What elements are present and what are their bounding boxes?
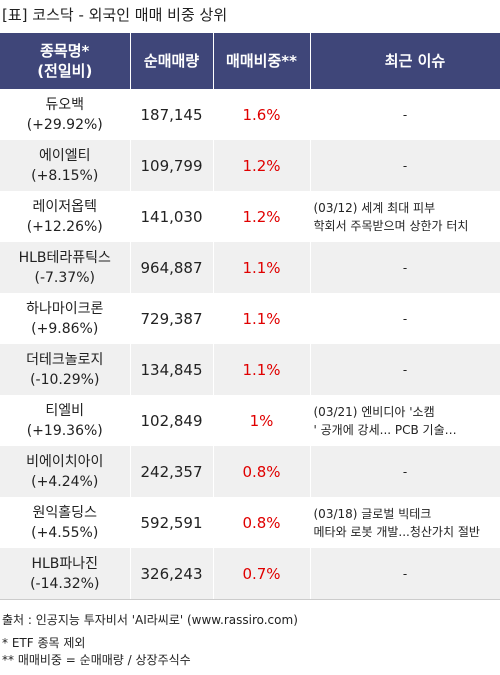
issue-line1: -: [402, 362, 408, 377]
header-ratio: 매매비중**: [213, 33, 311, 89]
issue-line1: -: [402, 260, 408, 275]
issue-line1: -: [402, 566, 408, 581]
net-volume-cell: 109,799: [130, 140, 214, 191]
stock-change: (+9.86%): [31, 320, 99, 337]
table-row: 에이엘티 (+8.15%) 109,799 1.2% -: [0, 140, 500, 191]
ratio-cell: 1.1%: [213, 344, 311, 395]
page-title: [표] 코스닥 - 외국인 매매 비중 상위: [2, 6, 228, 24]
issue-cell: -: [310, 242, 500, 293]
issue-line1: -: [402, 311, 408, 326]
net-volume-cell: 187,145: [130, 89, 214, 140]
stock-name-cell: 에이엘티 (+8.15%): [0, 140, 131, 191]
header-stock-name-line1: 종목명*: [40, 42, 90, 60]
stock-change: (+4.55%): [31, 524, 99, 541]
net-volume-cell: 729,387: [130, 293, 214, 344]
issue-line1: -: [402, 107, 408, 122]
issue-line1: (03/18) 글로벌 빅테크: [313, 506, 432, 521]
issue-line1: (03/21) 엔비디아 '소캠: [313, 404, 435, 419]
issue-cell: -: [310, 89, 500, 140]
stock-change: (+4.24%): [31, 473, 99, 490]
issue-cell: -: [310, 140, 500, 191]
stock-change: (+29.92%): [26, 116, 103, 133]
stock-name-cell: 듀오백 (+29.92%): [0, 89, 131, 140]
stock-name-cell: HLB파나진 (-14.32%): [0, 548, 131, 600]
net-volume-cell: 102,849: [130, 395, 214, 446]
stock-name-cell: 원익홀딩스 (+4.55%): [0, 497, 131, 548]
stock-change: (+19.36%): [26, 422, 103, 439]
issue-cell: -: [310, 446, 500, 497]
ratio-cell: 1.6%: [213, 89, 311, 140]
ratio-cell: 1.1%: [213, 293, 311, 344]
stock-name-cell: 레이저옵텍 (+12.26%): [0, 191, 131, 242]
stock-name: 비에이치아이: [26, 453, 104, 470]
ratio-cell: 1.2%: [213, 191, 311, 242]
table-row: HLB파나진 (-14.32%) 326,243 0.7% -: [0, 548, 500, 600]
stock-name-cell: HLB테라퓨틱스 (-7.37%): [0, 242, 131, 293]
ratio-cell: 0.8%: [213, 446, 311, 497]
net-volume-cell: 242,357: [130, 446, 214, 497]
table-row: 하나마이크론 (+9.86%) 729,387 1.1% -: [0, 293, 500, 344]
issue-line2: 학회서 주목받으며 상한가 터치: [313, 218, 469, 233]
issue-line2: 메타와 로봇 개발...청산가치 절반: [313, 524, 480, 539]
ratio-cell: 0.8%: [213, 497, 311, 548]
issue-cell: -: [310, 344, 500, 395]
stock-name: 에이엘티: [38, 147, 91, 164]
stock-name: HLB테라퓨틱스: [18, 249, 111, 266]
net-volume-cell: 134,845: [130, 344, 214, 395]
table-row: HLB테라퓨틱스 (-7.37%) 964,887 1.1% -: [0, 242, 500, 293]
ratio-cell: 1.1%: [213, 242, 311, 293]
stock-name: 원익홀딩스: [32, 504, 97, 521]
ratio-cell: 1.2%: [213, 140, 311, 191]
stock-name: HLB파나진: [31, 555, 99, 572]
stock-name: 레이저옵텍: [32, 198, 97, 215]
stock-name-cell: 더테크놀로지 (-10.29%): [0, 344, 131, 395]
stock-name: 티엘비: [45, 402, 85, 419]
stock-change: (-10.29%): [30, 371, 100, 388]
ratio-cell: 1%: [213, 395, 311, 446]
header-stock-name: 종목명* (전일비): [0, 33, 131, 89]
table-row: 더테크놀로지 (-10.29%) 134,845 1.1% -: [0, 344, 500, 395]
stock-change: (+8.15%): [31, 167, 99, 184]
header-stock-name-line2: (전일비): [37, 62, 93, 80]
net-volume-cell: 964,887: [130, 242, 214, 293]
table-row: 비에이치아이 (+4.24%) 242,357 0.8% -: [0, 446, 500, 497]
net-volume-cell: 592,591: [130, 497, 214, 548]
stock-name-cell: 비에이치아이 (+4.24%): [0, 446, 131, 497]
issue-line1: -: [402, 464, 408, 479]
header-net-volume: 순매매량: [130, 33, 214, 89]
stock-change: (-7.37%): [34, 269, 95, 286]
stock-name-cell: 티엘비 (+19.36%): [0, 395, 131, 446]
source-note: 출처 : 인공지능 투자비서 'AI라씨로' (www.rassiro.com): [2, 613, 298, 627]
issue-cell: (03/21) 엔비디아 '소캠 ' 공개에 강세... PCB 기술…: [310, 395, 500, 446]
table-body: 듀오백 (+29.92%) 187,145 1.6% - 에이엘티 (+8.15%) 109,…: [0, 89, 500, 600]
issue-cell: -: [310, 548, 500, 600]
stock-change: (-14.32%): [30, 575, 100, 592]
table-row: 듀오백 (+29.92%) 187,145 1.6% -: [0, 89, 500, 140]
foreign-trading-table: 종목명* (전일비) 순매매량 매매비중** 최근 이슈 듀오백 (+29.92%…: [0, 33, 500, 600]
issue-line1: (03/12) 세계 최대 피부: [313, 200, 436, 215]
net-volume-cell: 326,243: [130, 548, 214, 600]
table-row: 레이저옵텍 (+12.26%) 141,030 1.2% (03/12) 세계 최대 피…: [0, 191, 500, 242]
stock-name: 하나마이크론: [26, 300, 104, 317]
header-issue: 최근 이슈: [310, 33, 500, 89]
ratio-cell: 0.7%: [213, 548, 311, 600]
stock-change: (+12.26%): [26, 218, 103, 235]
stock-name: 더테크놀로지: [26, 351, 104, 368]
issue-cell: -: [310, 293, 500, 344]
net-volume-cell: 141,030: [130, 191, 214, 242]
stock-name: 듀오백: [45, 96, 85, 113]
table-header-row: 종목명* (전일비) 순매매량 매매비중** 최근 이슈: [0, 33, 500, 89]
issue-line1: -: [402, 158, 408, 173]
table-row: 티엘비 (+19.36%) 102,849 1% (03/21) 엔비디아 '소캠 ' 공…: [0, 395, 500, 446]
issue-line2: ' 공개에 강세... PCB 기술…: [313, 422, 457, 437]
stock-name-cell: 하나마이크론 (+9.86%): [0, 293, 131, 344]
footnote-etf: * ETF 종목 제외: [2, 636, 86, 650]
footnote-ratio: ** 매매비중 = 순매매량 / 상장주식수: [2, 653, 191, 667]
